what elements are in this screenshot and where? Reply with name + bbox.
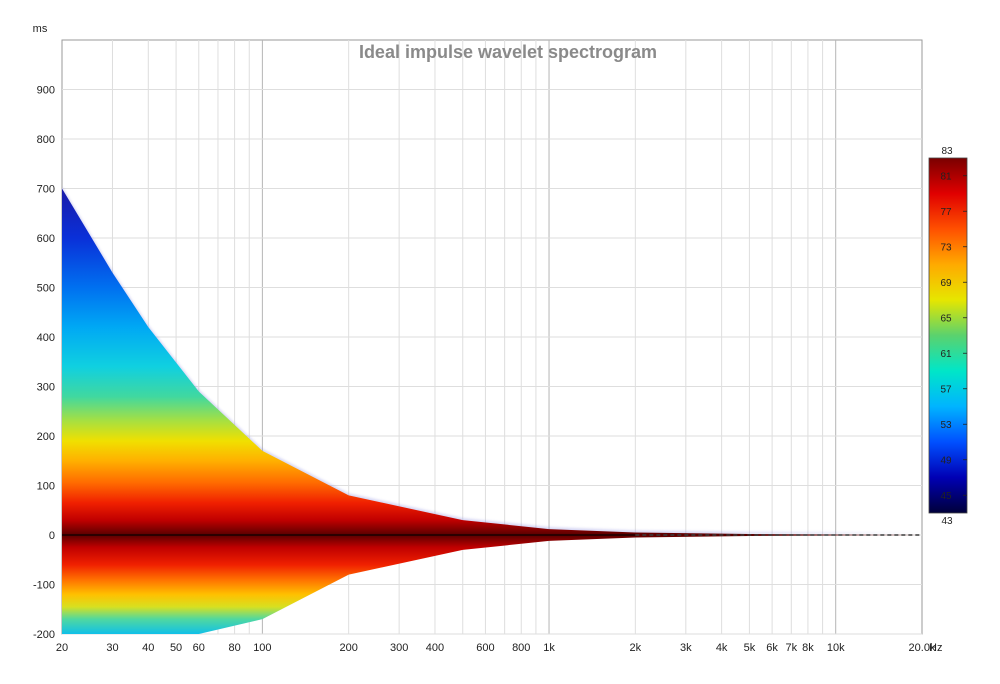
x-tick-label: 300 xyxy=(390,642,408,654)
band-area xyxy=(62,188,922,634)
chart-title: Ideal impulse wavelet spectrogram xyxy=(359,42,657,62)
axes: 20 30 40 50 60 80 100 200 300 400 600 800 1k 2k 3k 4k 5k… xyxy=(33,85,936,655)
spectrogram-band xyxy=(62,186,922,634)
colorbar-gradient xyxy=(928,157,968,514)
x-tick-label: 10k xyxy=(827,642,845,654)
y-tick-label: 400 xyxy=(37,332,55,344)
y-tick-label: 0 xyxy=(49,530,55,542)
x-tick-label: 8k xyxy=(802,642,814,654)
x-tick-label: 2k xyxy=(630,642,642,654)
x-tick-label: 4k xyxy=(716,642,728,654)
colorbar-min-label: 43 xyxy=(941,516,953,527)
x-tick-label: 80 xyxy=(228,642,240,654)
x-tick-label: 30 xyxy=(106,642,118,654)
x-tick-label: 800 xyxy=(512,642,530,654)
x-tick-label: 200 xyxy=(339,642,357,654)
x-tick-label: 100 xyxy=(253,642,271,654)
x-tick-label: 1k xyxy=(543,642,555,654)
y-tick-label: -200 xyxy=(33,629,55,641)
x-tick-label: 5k xyxy=(744,642,756,654)
x-tick-label: 400 xyxy=(426,642,444,654)
y-tick-label: 200 xyxy=(37,431,55,443)
x-tick-label: 20.0k xyxy=(909,642,936,654)
y-tick-label: -100 xyxy=(33,580,55,592)
x-tick-label: 40 xyxy=(142,642,154,654)
x-tick-label: 6k xyxy=(766,642,778,654)
y-unit-label: ms xyxy=(33,23,48,35)
colorbar-tick-label: 69 xyxy=(940,278,952,289)
x-unit-label: Hz xyxy=(929,642,942,654)
colorbar-tick-label: 81 xyxy=(940,171,952,182)
colorbar-max-label: 83 xyxy=(941,146,953,157)
y-tick-label: 900 xyxy=(37,85,55,97)
x-tick-label: 3k xyxy=(680,642,692,654)
colorbar-tick-label: 77 xyxy=(940,207,952,218)
y-tick-label: 100 xyxy=(37,481,55,493)
colorbar-tick-label: 53 xyxy=(940,420,952,431)
y-tick-label: 600 xyxy=(37,233,55,245)
colorbar-tick-label: 57 xyxy=(940,384,952,395)
x-tick-label: 20 xyxy=(56,642,68,654)
y-tick-label: 300 xyxy=(37,382,55,394)
colorbar-tick-label: 65 xyxy=(940,313,952,324)
x-tick-label: 60 xyxy=(193,642,205,654)
x-tick-label: 50 xyxy=(170,642,182,654)
colorbar: 81 77 73 69 65 61 57 53 49 45 83 43 xyxy=(928,146,968,527)
y-tick-label: 700 xyxy=(37,184,55,196)
y-tick-label: 800 xyxy=(37,134,55,146)
colorbar-tick-label: 61 xyxy=(940,349,952,360)
colorbar-tick-label: 49 xyxy=(940,455,952,466)
colorbar-tick-label: 45 xyxy=(940,491,952,502)
y-tick-label: 500 xyxy=(37,283,55,295)
colorbar-tick-label: 73 xyxy=(940,242,952,253)
x-tick-label: 7k xyxy=(785,642,797,654)
x-tick-label: 600 xyxy=(476,642,494,654)
